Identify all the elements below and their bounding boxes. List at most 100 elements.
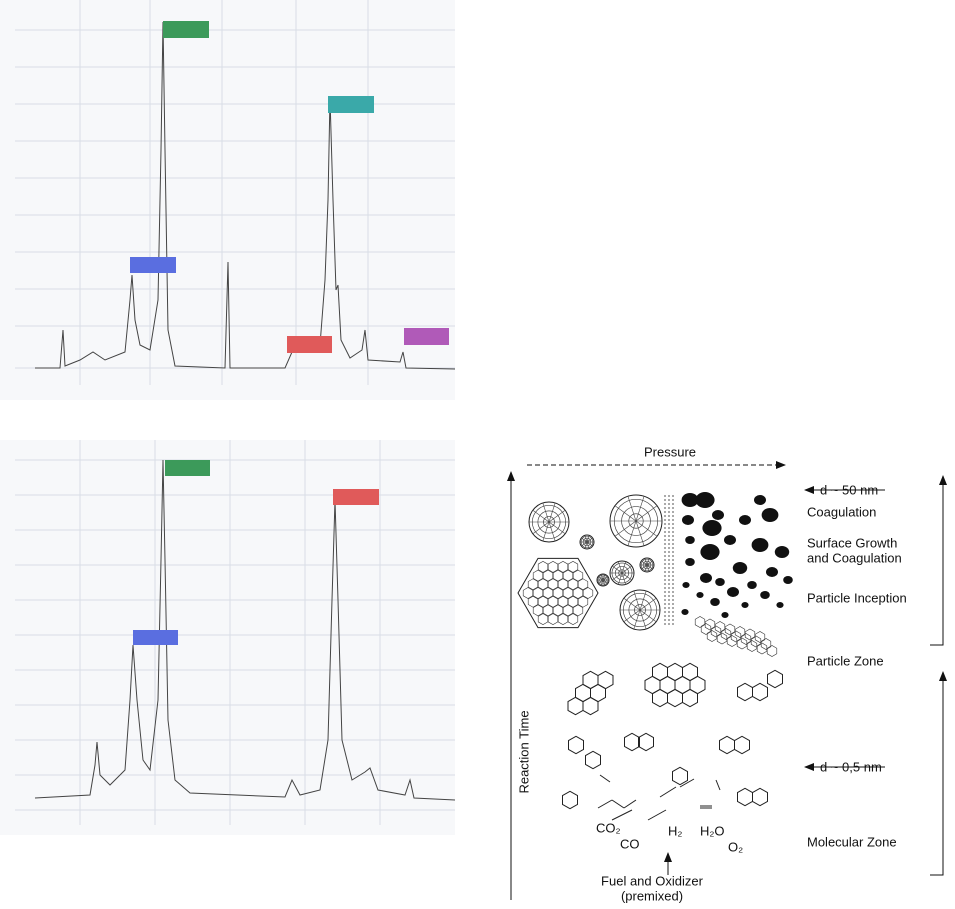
ring <box>767 669 783 689</box>
bond <box>611 809 633 821</box>
cluster-cell <box>547 613 559 625</box>
cluster-edge <box>600 579 604 586</box>
spectrum-top <box>0 0 456 400</box>
sheet-cell <box>744 628 756 641</box>
cluster-edge <box>641 564 648 570</box>
cluster-cell <box>542 569 554 582</box>
sheet-cell <box>754 631 766 643</box>
cluster-edge <box>639 598 657 611</box>
sheet-cell <box>726 635 738 647</box>
cluster-cell <box>527 578 539 591</box>
peak-tag <box>165 460 210 476</box>
cluster-edge <box>602 579 606 586</box>
cluster-edge <box>586 541 593 547</box>
particle <box>739 515 751 525</box>
cluster-cell <box>582 587 594 599</box>
sheet-cell <box>760 638 772 650</box>
cluster-edge <box>548 502 556 523</box>
cluster-cell <box>572 604 584 617</box>
ring <box>682 688 698 708</box>
cluster-cell <box>572 569 584 582</box>
cluster-edge <box>618 561 623 574</box>
cluster-cell <box>542 604 554 617</box>
cluster <box>517 557 599 629</box>
particle <box>747 581 757 589</box>
ring <box>752 787 768 807</box>
particle <box>774 546 790 558</box>
cluster-edge <box>641 560 648 566</box>
ring <box>752 682 768 702</box>
cluster-edge <box>586 535 590 543</box>
cluster-edge <box>621 565 632 574</box>
bond <box>647 809 667 821</box>
particle <box>682 515 694 525</box>
species-label: CO₂ <box>596 820 621 835</box>
cluster-edge <box>542 521 550 542</box>
particle <box>710 598 720 606</box>
bond <box>597 799 613 809</box>
cluster-edge <box>614 520 637 537</box>
particle <box>721 612 729 618</box>
cluster-cell <box>567 561 579 573</box>
cluster-cell <box>572 587 584 599</box>
cluster-edge <box>618 572 623 585</box>
particle <box>741 602 749 608</box>
peak-tag <box>133 630 178 645</box>
sheet-cell <box>706 630 718 642</box>
sheet-cell <box>740 633 752 645</box>
size-label: d ~ 50 nm <box>820 482 878 497</box>
ring <box>737 787 753 807</box>
ring <box>624 732 640 752</box>
particle <box>685 536 695 544</box>
particle <box>681 493 699 507</box>
size-label: d ~ 0,5 nm <box>820 759 882 774</box>
cluster-edge <box>584 541 588 549</box>
sheet-cell <box>750 635 762 648</box>
cluster-edge <box>635 520 645 546</box>
cluster-cell <box>567 613 579 625</box>
spectrum-line <box>34 459 456 801</box>
cluster-edge <box>602 579 609 584</box>
cluster-cell <box>557 561 569 573</box>
cluster-edge <box>646 560 653 566</box>
particle <box>681 609 689 615</box>
cluster-edge <box>646 558 650 566</box>
particle <box>761 508 779 522</box>
particle <box>732 562 748 574</box>
cluster-edge <box>623 609 641 622</box>
cluster-edge <box>584 535 588 543</box>
cluster-edge <box>542 502 550 523</box>
particle <box>712 510 724 520</box>
cluster-cell <box>562 569 574 582</box>
sheet-cell <box>714 621 726 633</box>
sheet-cell <box>720 628 732 640</box>
cluster-cell <box>577 595 589 608</box>
cluster-cell <box>557 613 569 625</box>
peak-tag <box>130 257 176 273</box>
cluster-cell <box>522 587 534 599</box>
cluster-edge <box>532 510 550 523</box>
species-label: H₂ <box>668 823 682 838</box>
cluster-edge <box>627 496 637 522</box>
plot-bg <box>0 440 455 835</box>
particle <box>685 558 695 566</box>
soot-diagram: Pressure Reaction Time d ~ 50 nm d ~ 0,5… <box>507 444 947 903</box>
cluster-edge <box>532 521 550 534</box>
cluster-edge <box>646 564 653 570</box>
cluster-cell <box>532 604 544 617</box>
cluster-cell <box>557 578 569 591</box>
cluster-cell <box>567 595 579 608</box>
cluster-cell <box>537 595 549 608</box>
ring <box>638 732 654 752</box>
species-label: CO <box>620 836 640 851</box>
cluster-cell <box>567 578 579 591</box>
particle <box>754 495 766 505</box>
stage-label: and Coagulation <box>807 550 902 565</box>
pressure-label: Pressure <box>644 444 696 459</box>
plot-bg <box>0 0 455 400</box>
peak-tag <box>333 489 379 505</box>
cluster-edge <box>621 572 626 585</box>
sheet-cell <box>710 625 722 638</box>
ring <box>652 688 668 708</box>
species-label: O₂ <box>728 839 743 854</box>
